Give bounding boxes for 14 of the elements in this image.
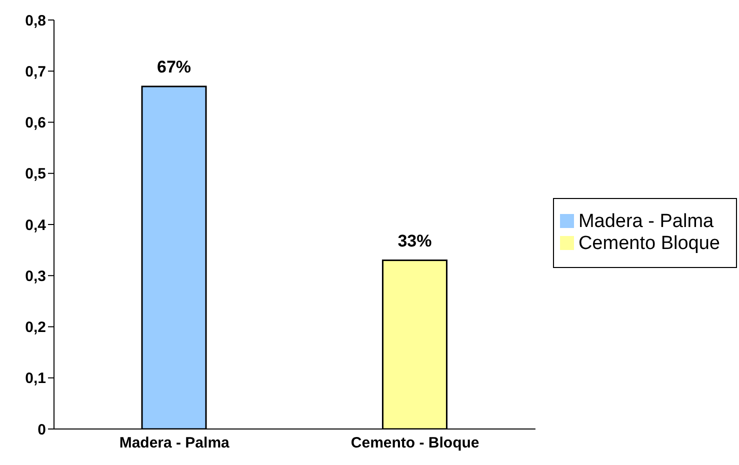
y-tick-label: 0,2	[25, 319, 46, 336]
data-label: 67%	[156, 57, 192, 76]
y-tick-label: 0,1	[25, 370, 46, 388]
y-tick-label: 0,8	[25, 12, 46, 30]
y-tick-label: 0,6	[25, 114, 46, 132]
y-tick-label: 0,3	[25, 268, 46, 285]
x-tick-label: Cemento - Bloque	[350, 434, 480, 452]
y-tick-label: 0,7	[25, 63, 46, 80]
legend-label: Madera - Palma	[578, 210, 714, 232]
data-label: 33%	[398, 231, 432, 250]
y-tick-label: 0,5	[25, 166, 46, 183]
legend-label: Cemento Bloque	[578, 232, 720, 254]
y-tick-label: 0,4	[25, 216, 47, 234]
y-tick-label: 0	[38, 421, 46, 438]
